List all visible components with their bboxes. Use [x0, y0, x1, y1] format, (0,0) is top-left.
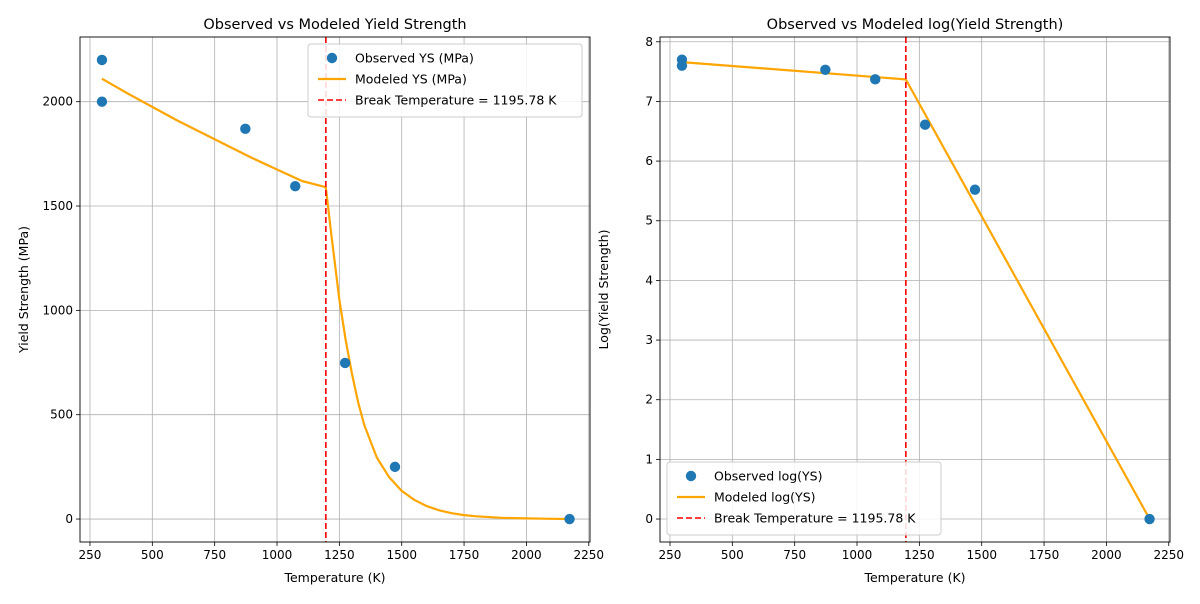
y-axis-label: Log(Yield Strength): [596, 230, 611, 350]
chart-title: Observed vs Modeled log(Yield Strength): [767, 17, 1064, 33]
observed-point: [676, 60, 688, 71]
y-tick-label: 1: [645, 452, 653, 466]
observed-point: [1144, 513, 1155, 525]
x-tick-label: 2000: [1091, 548, 1122, 562]
legend-marker-observed: [326, 52, 338, 64]
x-tick-label: 1000: [262, 548, 293, 562]
y-tick-label: 1500: [42, 199, 73, 213]
y-tick-label: 1000: [42, 303, 73, 317]
observed-point: [969, 184, 981, 195]
y-tick-label: 2: [645, 393, 653, 407]
x-axis-label: Temperature (K): [283, 570, 385, 585]
chart-title: Observed vs Modeled Yield Strength: [203, 17, 466, 33]
plot-frame: [659, 36, 1171, 543]
y-tick-label: 4: [645, 273, 653, 287]
x-tick-label: 2250: [573, 548, 604, 562]
x-tick-label: 1500: [966, 548, 997, 562]
observed-point: [96, 54, 108, 66]
x-tick-label: 2250: [1153, 548, 1184, 562]
legend-marker-observed: [685, 470, 697, 482]
legend-box: [666, 461, 942, 536]
x-tick-label: 750: [783, 548, 806, 562]
observed-point: [290, 181, 301, 192]
x-tick-label: 1000: [842, 548, 873, 562]
observed-point: [564, 513, 575, 525]
observed-point: [389, 461, 401, 473]
legend-label: Modeled YS (MPa): [355, 72, 467, 87]
x-axis-label: Temperature (K): [863, 570, 965, 585]
x-tick-label: 250: [79, 548, 102, 562]
legend: Observed log(YS) Modeled log(YS) Break Tem…: [666, 461, 942, 536]
legend-label: Observed log(YS): [714, 469, 823, 484]
x-tick-label: 1750: [449, 548, 480, 562]
legend-label: Break Temperature = 1195.78 K: [355, 93, 557, 108]
legend-box: [307, 43, 583, 118]
y-tick-label: 5: [645, 214, 653, 228]
y-tick-label: 3: [645, 333, 653, 347]
y-tick-label: 7: [645, 94, 653, 108]
x-tick-label: 1750: [1029, 548, 1060, 562]
legend: Observed YS (MPa) Modeled YS (MPa) Break T…: [307, 43, 583, 118]
observed-point: [870, 74, 881, 85]
y-tick-label: 2000: [42, 95, 73, 109]
y-tick-label: 6: [645, 154, 653, 168]
x-tick-label: 250: [659, 548, 682, 562]
chart-panel-2: 250 500 750 1000 1250 1500 1750 2000 2250 0 1 2 3 4 5 6…: [596, 17, 1184, 585]
observed-point: [919, 119, 931, 130]
x-tick-label: 1250: [904, 548, 935, 562]
y-tick-label: 8: [645, 35, 653, 49]
y-tick-label: 0: [645, 512, 653, 526]
observed-point: [96, 96, 108, 107]
x-tick-label: 500: [141, 548, 164, 562]
x-tick-label: 1500: [386, 548, 417, 562]
plot-frame: [79, 36, 591, 543]
observed-point: [820, 64, 831, 76]
chart-panel-1: 250 500 750 1000 1250 1500 1750 2000 2250 0 500 100…: [16, 17, 604, 585]
legend-label: Break Temperature = 1195.78 K: [714, 511, 916, 526]
y-axis-label: Yield Strength (MPa): [16, 226, 31, 354]
x-tick-label: 750: [203, 548, 226, 562]
legend-label: Observed YS (MPa): [355, 51, 474, 66]
y-tick-label: 0: [65, 512, 73, 526]
modeled-line: [101, 77, 570, 521]
modeled-line: [681, 61, 1151, 520]
y-tick-label: 500: [50, 408, 73, 422]
observed-point: [240, 123, 251, 135]
observed-point: [339, 357, 351, 369]
legend-label: Modeled log(YS): [714, 490, 816, 505]
x-tick-label: 500: [721, 548, 744, 562]
x-tick-label: 1250: [324, 548, 355, 562]
x-tick-label: 2000: [511, 548, 542, 562]
